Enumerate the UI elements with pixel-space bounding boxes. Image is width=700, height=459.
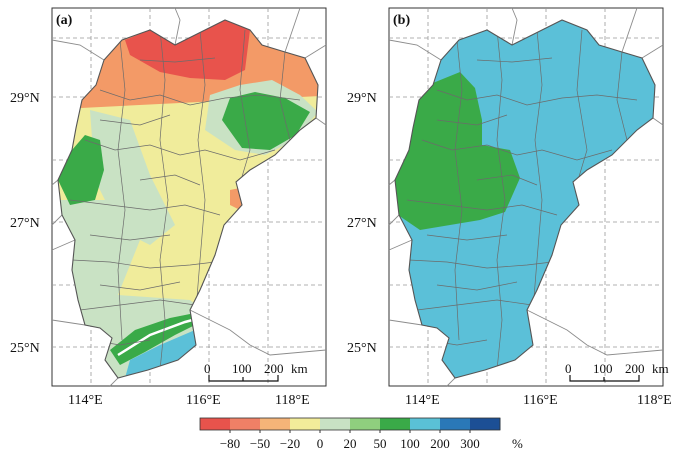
panel-a-lat-25: 25°N — [10, 341, 40, 356]
zone-green-ne-a — [222, 92, 310, 150]
panel-a-lat-27: 27°N — [10, 216, 40, 231]
panel-a-county-boundaries — [69, 29, 301, 371]
colorbar-cell — [350, 418, 381, 430]
panel-a-lon-116: 116°E — [186, 393, 221, 408]
colorbar-label: −50 — [250, 436, 270, 451]
panel-b-lon-118: 118°E — [637, 393, 672, 408]
panel-b-province-outline — [394, 19, 656, 379]
panel-a-scale-bar: 0 100 200 km — [204, 361, 308, 382]
colorbar-label: 100 — [400, 436, 420, 451]
colorbar-label: 0 — [317, 436, 324, 451]
colorbar-cell — [410, 418, 441, 430]
colorbar-label: −80 — [220, 436, 240, 451]
colorbar: −80 −50 −20 0 20 50 100 200 300 % — [199, 417, 523, 451]
panel-b-lat-29: 29°N — [347, 91, 377, 106]
panel-a-label: (a) — [56, 13, 73, 28]
colorbar-cell — [260, 418, 291, 430]
zone-green-w-a — [58, 135, 104, 205]
panel-b-scale-bar: 0 100 200 km — [565, 361, 669, 382]
scale-a-unit: km — [291, 361, 308, 376]
zone-green-s-a — [110, 312, 205, 365]
colorbar-label: 20 — [344, 436, 357, 451]
panel-b-lon-114: 114°E — [405, 393, 440, 408]
panel-a-lat-29: 29°N — [10, 91, 40, 106]
panel-b-lat-27: 27°N — [347, 216, 377, 231]
panel-b-neighbor-boundaries — [388, 7, 664, 387]
colorbar-cells — [200, 418, 501, 430]
colorbar-label: 50 — [374, 436, 387, 451]
zone-green-b — [395, 72, 520, 230]
colorbar-cell — [290, 418, 321, 430]
zone-lightgreen-west-a — [90, 110, 175, 245]
colorbar-cell — [200, 418, 231, 430]
scale-a-tick-100: 100 — [232, 361, 252, 376]
panel-b-lat-25: 25°N — [347, 341, 377, 356]
scale-b-tick-100: 100 — [593, 361, 613, 376]
scale-a-tick-0: 0 — [204, 361, 211, 376]
panel-b-lon-116: 116°E — [523, 393, 558, 408]
colorbar-cell — [470, 418, 501, 430]
scale-a-tick-200: 200 — [264, 361, 284, 376]
zone-blue-s-a — [125, 330, 205, 378]
colorbar-label: 300 — [460, 436, 480, 451]
colorbar-label: 200 — [430, 436, 450, 451]
scale-b-tick-0: 0 — [565, 361, 572, 376]
colorbar-unit: % — [512, 436, 523, 451]
panel-b: 0 100 200 km (b) 29°N 27°N 25°N 114°E 11… — [347, 7, 672, 408]
colorbar-cell — [440, 418, 471, 430]
panel-a-lon-118: 118°E — [275, 393, 310, 408]
panel-a-province-outline — [57, 19, 319, 379]
colorbar-cell — [380, 418, 411, 430]
panel-b-label: (b) — [393, 13, 410, 28]
zone-red-a — [125, 20, 250, 80]
colorbar-cell — [230, 418, 261, 430]
scale-b-tick-200: 200 — [625, 361, 645, 376]
colorbar-cell — [320, 418, 351, 430]
panel-a-neighbor-boundaries — [51, 7, 327, 387]
colorbar-labels: −80 −50 −20 0 20 50 100 200 300 — [220, 430, 480, 451]
panel-a-lon-114: 114°E — [68, 393, 103, 408]
colorbar-label: −20 — [280, 436, 300, 451]
scale-b-unit: km — [652, 361, 669, 376]
panel-a: 0 100 200 km (a) 29°N 27°N 25°N 114°E 11… — [10, 7, 327, 408]
